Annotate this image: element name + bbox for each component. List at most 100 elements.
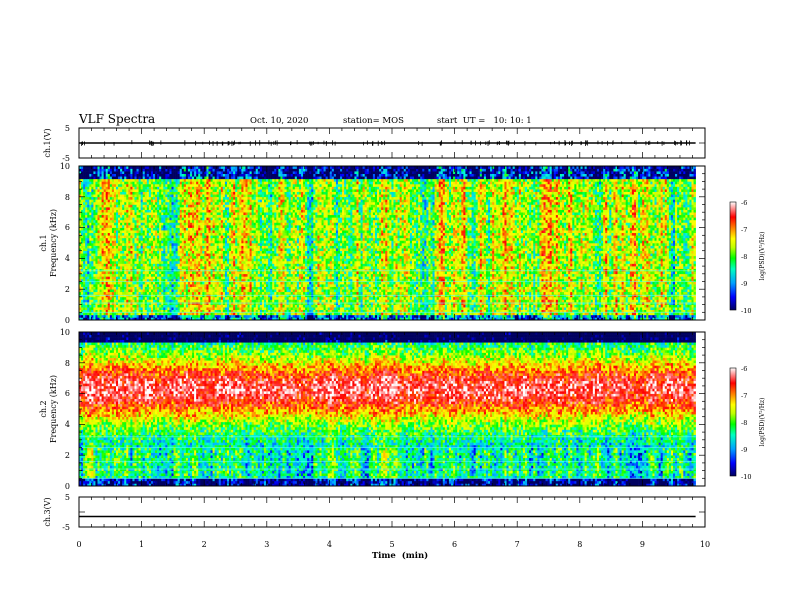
spectrogram-cell (173, 237, 176, 241)
spectrogram-cell (87, 304, 90, 308)
spectrogram-cell (124, 176, 127, 180)
spectrogram-cell (124, 194, 127, 198)
spectrogram-cell (181, 307, 185, 311)
spectrogram-cell (152, 309, 156, 313)
spectrogram-cell (216, 237, 220, 241)
spectrogram-cell (152, 176, 156, 180)
spectrogram-cell (212, 255, 215, 259)
spectrogram-cell (200, 284, 203, 287)
spectrogram-cell (81, 245, 84, 249)
spectrogram-cell (126, 199, 129, 203)
spectrogram-cell (177, 286, 181, 290)
spectrogram-cell (169, 227, 172, 231)
spectrogram-cell (159, 312, 162, 316)
spectrogram-cell (237, 250, 240, 254)
spectrogram-cell (107, 278, 111, 282)
spectrogram-cell (185, 294, 189, 298)
spectrogram-cell (83, 196, 86, 200)
spectrogram-cell (181, 312, 185, 316)
spectrogram-cell (144, 299, 148, 303)
spectrogram-cell (99, 302, 102, 305)
spectrogram-cell (83, 191, 86, 195)
spectrogram-cell (85, 176, 88, 180)
spectrogram-cell (210, 284, 213, 287)
spectrogram-cell (216, 196, 220, 200)
spectrogram-cell (101, 281, 104, 285)
spectrogram-cell (126, 176, 129, 180)
spectrogram-cell (175, 255, 178, 259)
spectrogram-cell (171, 225, 174, 228)
spectrogram-cell (165, 204, 168, 208)
spectrogram-cell (134, 227, 137, 231)
spectrogram-cell (194, 176, 197, 180)
spectrogram-cell (194, 289, 197, 293)
spectrogram-cell (196, 284, 199, 287)
spectrogram-cell (142, 266, 146, 269)
spectrogram-cell (192, 232, 195, 236)
spectrogram-cell (81, 201, 84, 205)
spectrogram-cell (169, 312, 172, 316)
spectrogram-cell (124, 196, 127, 200)
spectrogram-cell (148, 243, 152, 246)
spectrogram-cell (187, 240, 191, 244)
spectrogram-cell (148, 312, 152, 316)
spectrogram-cell (118, 304, 121, 308)
spectrogram-cell (159, 263, 162, 267)
spectrogram-cell (185, 204, 189, 208)
spectrogram-cell (111, 291, 115, 295)
spectrogram-cell (189, 307, 193, 311)
spectrogram-cell (157, 214, 160, 218)
spectrogram-cell (196, 258, 199, 262)
spectrogram-cell (206, 317, 209, 320)
spectrogram-cell (140, 225, 144, 228)
spectrogram-cell (109, 168, 113, 172)
spectrogram-cell (81, 317, 84, 320)
spectrogram-cell (233, 245, 236, 249)
spectrogram-cell (187, 212, 191, 216)
spectrogram-cell (161, 214, 164, 218)
spectrogram-cell (89, 312, 92, 316)
spectrogram-cell (107, 222, 111, 226)
spectrogram-cell (109, 227, 113, 231)
spectrogram-cell (231, 255, 234, 259)
spectrogram-cell (179, 178, 183, 182)
spectrogram-cell (187, 296, 191, 300)
spectrogram-cell (173, 296, 176, 300)
spectrogram-cell (187, 312, 191, 316)
spectrogram-cell (101, 284, 104, 287)
spectrogram-cell (192, 255, 195, 259)
spectrogram-cell (202, 176, 205, 180)
spectrogram-cell (181, 281, 185, 285)
spectrogram-cell (181, 299, 185, 303)
spectrogram-cell (179, 166, 183, 169)
spectrogram-cell (128, 235, 131, 239)
spectrogram-cell (101, 204, 104, 208)
spectrogram-cell (116, 309, 119, 313)
spectrogram-cell (130, 296, 133, 300)
spectrogram-cell (101, 317, 104, 320)
spectrogram-cell (148, 207, 152, 210)
spectrogram-cell (95, 196, 98, 200)
spectrogram-cell (91, 196, 94, 200)
spectrogram-cell (204, 232, 207, 236)
spectrogram-cell (150, 189, 154, 192)
spectrogram-cell (202, 196, 205, 200)
spectrogram-cell (218, 232, 222, 236)
spectrogram-cell (229, 171, 232, 174)
spectrogram-cell (142, 281, 146, 285)
spectrogram-cell (161, 289, 164, 293)
spectrogram-cell (152, 314, 156, 318)
spectrogram-cell (116, 189, 119, 192)
spectrogram-cell (165, 278, 168, 282)
spectrogram-cell (196, 291, 199, 295)
spectrogram-cell (224, 227, 228, 231)
spectrogram-cell (159, 260, 162, 264)
spectrogram-cell (177, 207, 181, 210)
spectrogram-cell (177, 253, 181, 257)
spectrogram-cell (128, 253, 131, 257)
spectrogram-cell (132, 291, 135, 295)
spectrogram-cell (99, 214, 102, 218)
spectrogram-cell (134, 253, 137, 257)
spectrogram-cell (99, 281, 102, 285)
spectrogram-cell (109, 266, 113, 269)
